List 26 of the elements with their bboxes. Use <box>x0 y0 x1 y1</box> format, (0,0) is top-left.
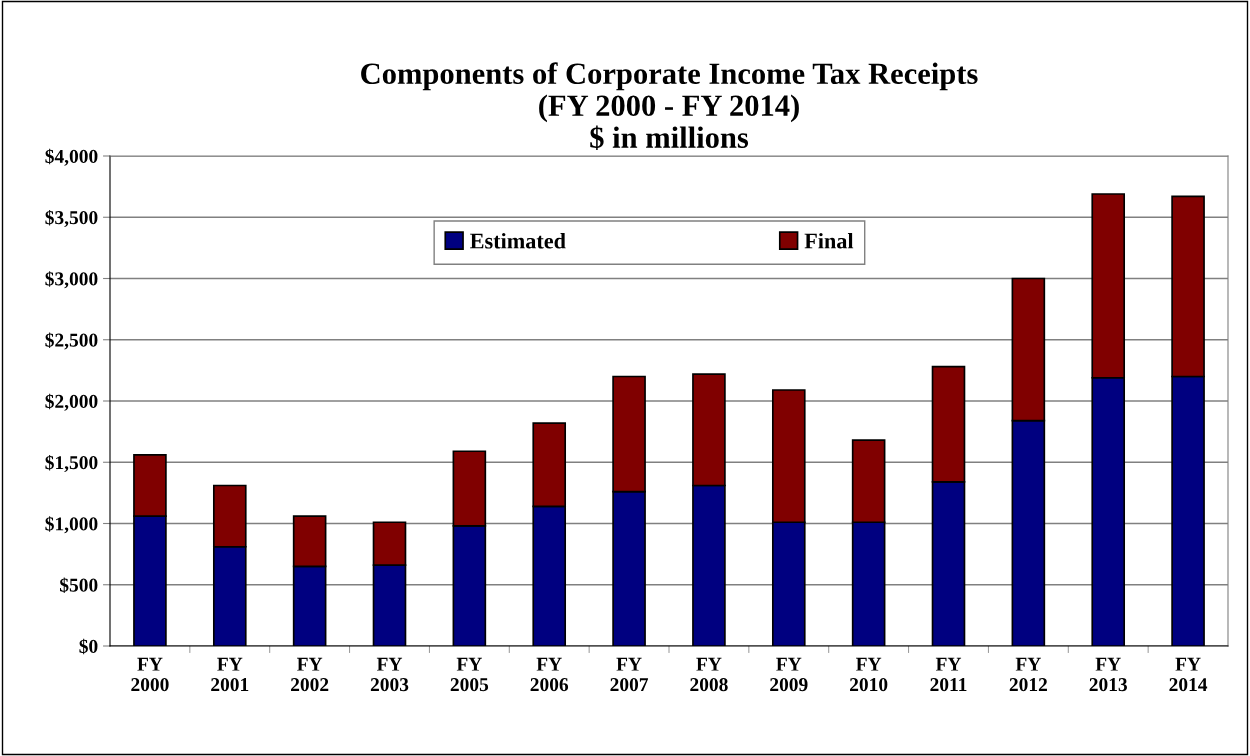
x-tick-label: FY 2003 <box>370 657 409 692</box>
x-tick-label: FY 2014 <box>1169 657 1208 692</box>
y-tick-label: $4,000 <box>45 148 98 166</box>
legend-label: Estimated <box>470 232 566 249</box>
x-tick-label: FY 2012 <box>1009 657 1047 692</box>
x-tick-label: FY 2005 <box>450 657 489 692</box>
y-tick-label: $2,000 <box>45 393 98 411</box>
y-tick-label: $1,000 <box>45 516 98 534</box>
x-tick-label: FY 2008 <box>690 657 728 692</box>
x-tick-label: FY 2000 <box>131 657 169 692</box>
y-tick-label: $3,500 <box>45 209 98 228</box>
x-tick-label: FY 2009 <box>770 657 808 692</box>
y-tick-label: $500 <box>60 577 98 593</box>
x-tick-label: FY 2013 <box>1089 657 1127 692</box>
x-tick-label: FY 2011 <box>930 657 967 692</box>
chart-title: Components of Corporate Income Tax Receipts (FY 2000 - FY 2014) $ in millions <box>361 62 978 150</box>
y-tick-label: $3,000 <box>45 271 98 289</box>
legend-label: Final <box>804 232 854 249</box>
x-tick-label: FY 2010 <box>850 657 888 692</box>
x-tick-label: FY 2002 <box>291 657 329 692</box>
x-tick-label: FY 2006 <box>530 657 569 692</box>
y-tick-label: $2,500 <box>45 332 98 350</box>
x-tick-label: FY 2001 <box>211 657 249 692</box>
x-tick-label: FY 2007 <box>610 657 649 692</box>
y-tick-label: $1,500 <box>45 454 98 473</box>
y-tick-label: $0 <box>79 638 98 655</box>
